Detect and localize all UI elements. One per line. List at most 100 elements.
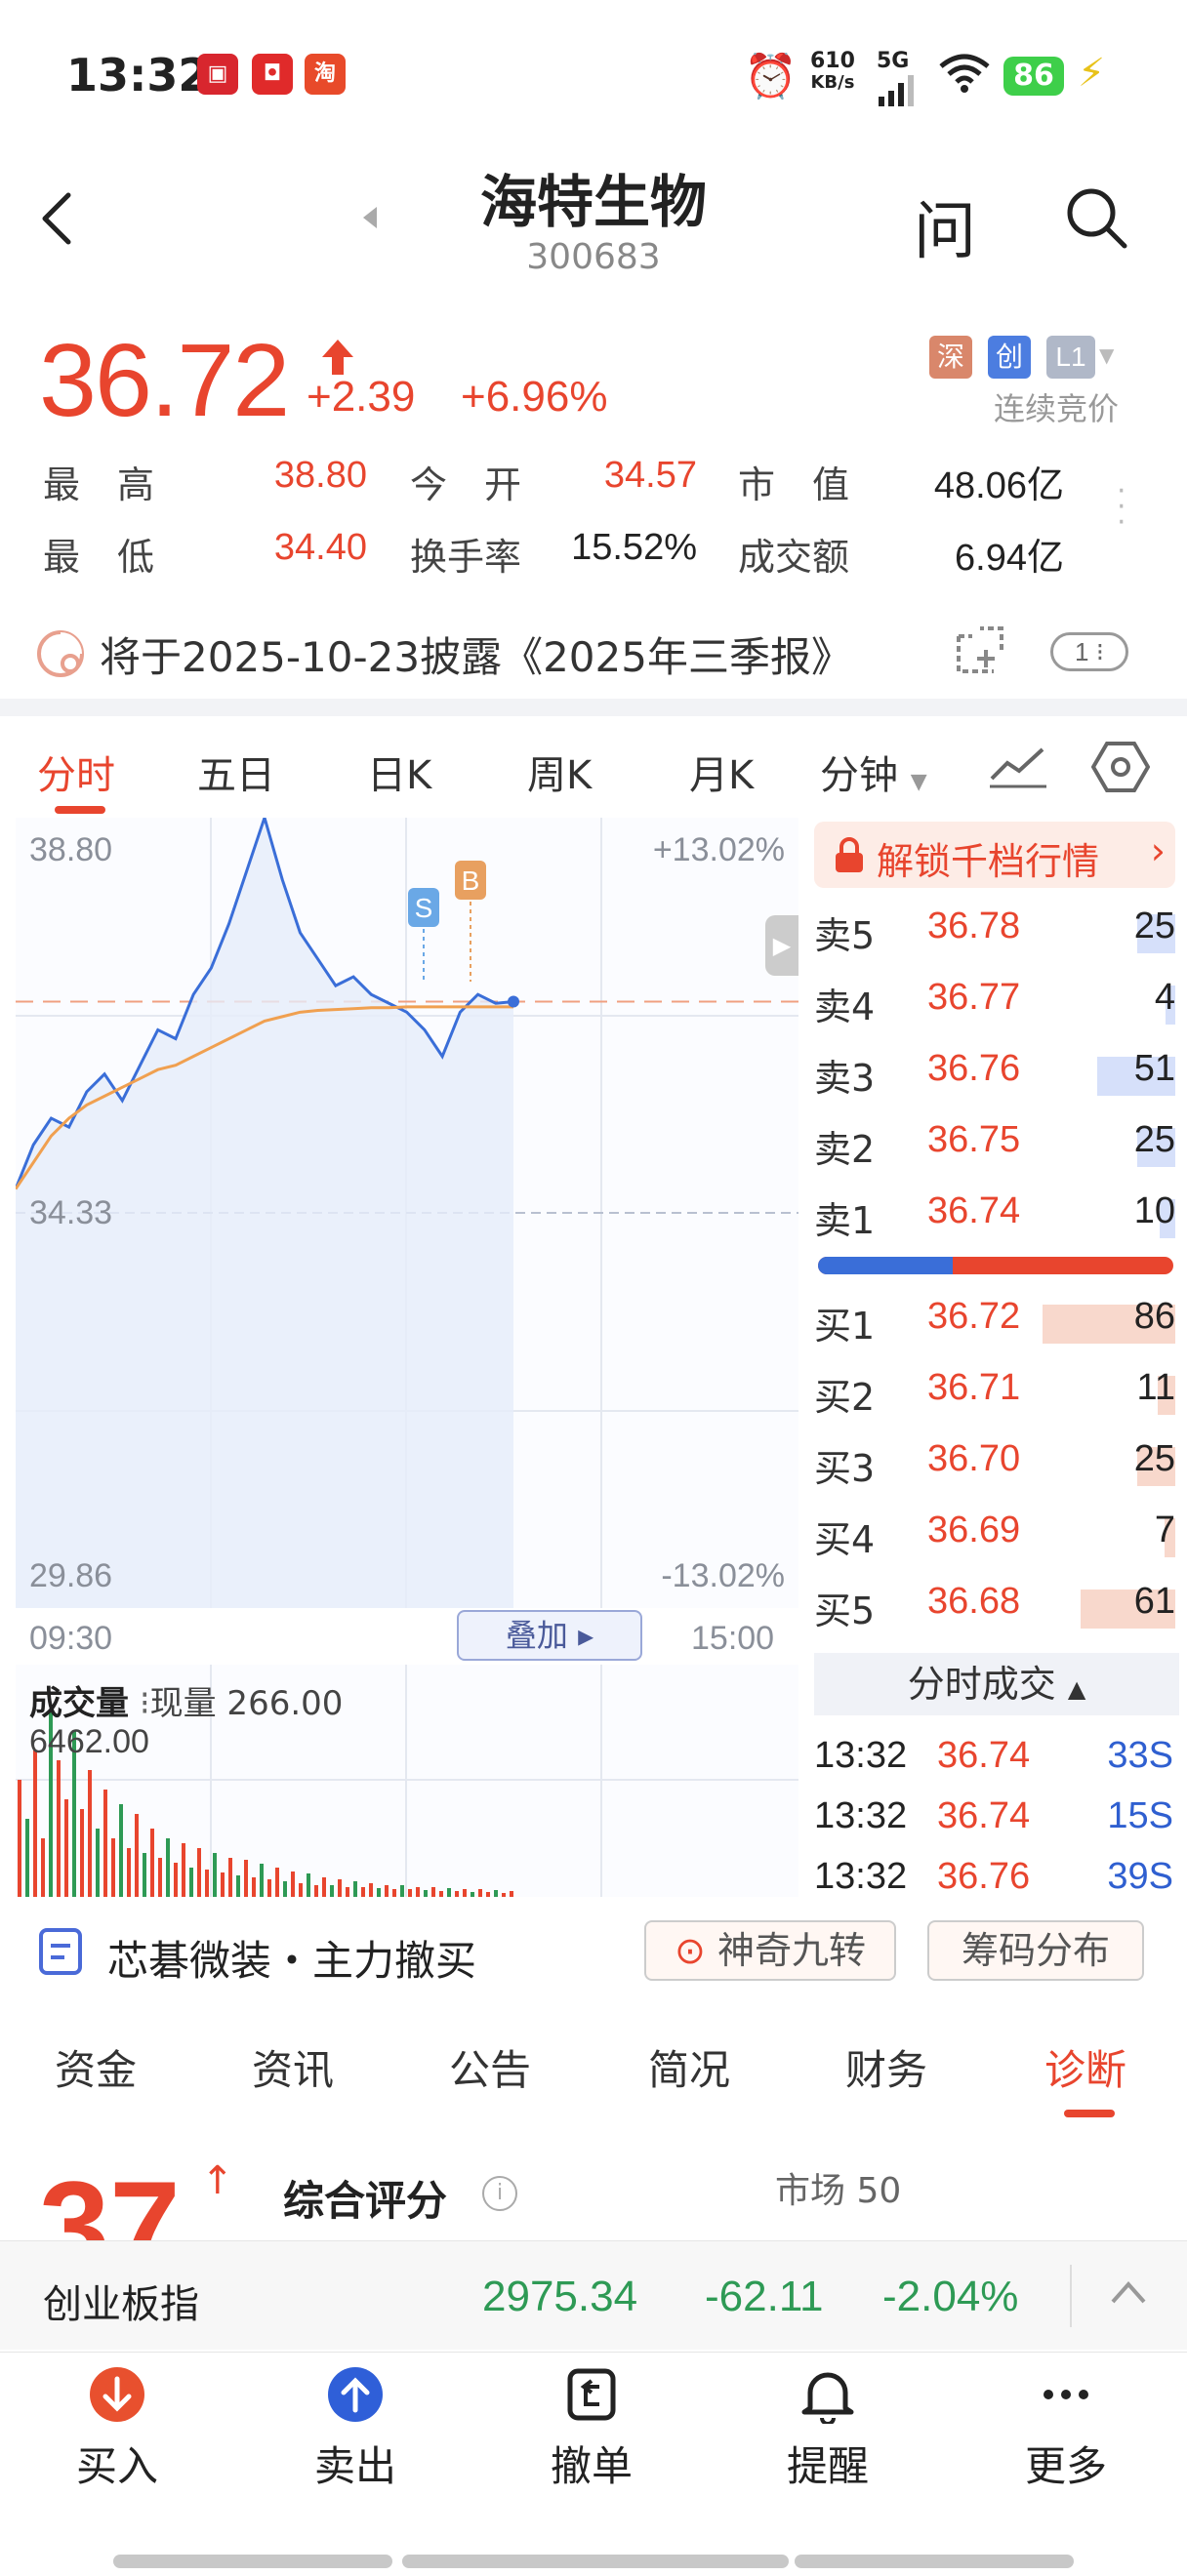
ask-row[interactable]: 卖1 36.74 10: [814, 1190, 1175, 1259]
bid-row[interactable]: 买3 36.70 25: [814, 1438, 1175, 1507]
report-notice[interactable]: 将于2025-10-23披露《2025年三季报》: [100, 633, 852, 681]
index-name: 创业板指: [43, 2282, 199, 2327]
settings-icon[interactable]: [1091, 740, 1150, 794]
tab-minute[interactable]: 分钟 ▼: [820, 753, 927, 798]
trades-header[interactable]: 分时成交 ▲: [814, 1653, 1179, 1715]
stat-value-high: 38.80: [273, 455, 367, 496]
prev-stock-icon[interactable]: [361, 205, 379, 230]
tab-funds[interactable]: 资金: [55, 2046, 138, 2094]
index-change: -62.11: [705, 2273, 824, 2320]
nav-alert[interactable]: 提醒: [750, 2365, 906, 2493]
notice-count-badge[interactable]: 1 ⁝: [1050, 632, 1128, 671]
bid-label: 买5: [814, 1590, 876, 1632]
bid-volume: 61: [1133, 1581, 1175, 1622]
bid-volume-bar: [1043, 1305, 1175, 1344]
tab-news[interactable]: 资讯: [252, 2046, 335, 2094]
volume-bar: [478, 1889, 482, 1897]
volume-bar: [111, 1838, 115, 1897]
volume-bar: [252, 1877, 256, 1897]
y-axis-low: 29.86: [29, 1557, 113, 1594]
buy-sell-ratio-bar: [818, 1257, 1173, 1274]
volume-bar: [88, 1770, 92, 1897]
volume-bar: [455, 1891, 459, 1897]
ask-row[interactable]: 卖2 36.75 25: [814, 1119, 1175, 1187]
tab-weekly-k[interactable]: 周K: [527, 753, 593, 798]
share-screenshot-icon[interactable]: [953, 623, 1007, 677]
trade-volume: 15S: [1107, 1795, 1173, 1836]
ask-label: 卖5: [814, 914, 876, 957]
volume-max: 6462.00: [29, 1723, 149, 1760]
back-icon[interactable]: [39, 191, 74, 246]
ask-row[interactable]: 卖5 36.78 25: [814, 906, 1175, 974]
stat-label-low: 最 低: [43, 536, 155, 579]
x-axis-start: 09:30: [29, 1620, 113, 1657]
tab-monthly-k[interactable]: 月K: [689, 753, 755, 798]
tab-intraday[interactable]: 分时: [37, 753, 115, 798]
more-stats-icon[interactable]: · · ·: [1117, 474, 1126, 540]
stat-label-high: 最 高: [43, 463, 155, 506]
nav-more[interactable]: 更多: [988, 2365, 1144, 2493]
trade-price: 36.74: [937, 1795, 1031, 1836]
trade-time: 13:32: [814, 1795, 908, 1836]
volume-bar: [275, 1868, 279, 1897]
index-change-pct: -2.04%: [882, 2273, 1019, 2320]
overlay-button[interactable]: 叠加 ▸: [457, 1610, 642, 1661]
concept-news[interactable]: 芯碁微装・主力撤买: [107, 1937, 477, 1985]
gesture-bar: [402, 2555, 789, 2568]
tab-profile[interactable]: 简况: [648, 2046, 731, 2094]
bid-label: 买3: [814, 1447, 876, 1490]
volume-bar: [353, 1881, 357, 1897]
bid-row[interactable]: 买4 36.69 7: [814, 1509, 1175, 1578]
app-notification-icon: ▣: [197, 54, 238, 95]
tab-announcements[interactable]: 公告: [449, 2046, 532, 2094]
search-icon[interactable]: [1064, 185, 1128, 250]
indicator-icon[interactable]: [988, 742, 1048, 790]
level-tag[interactable]: L1: [1046, 336, 1095, 379]
bid-row[interactable]: 买5 36.68 61: [814, 1581, 1175, 1649]
nav-sell[interactable]: 卖出: [277, 2365, 433, 2493]
tab-financials[interactable]: 财务: [845, 2046, 928, 2094]
ask-price: 36.78: [927, 906, 1021, 946]
buy-marker[interactable]: B: [455, 861, 486, 982]
bid-price: 36.69: [927, 1509, 1021, 1550]
volume-header: 成交量 ⁝现量 266.00: [29, 1684, 344, 1723]
trade-time: 13:32: [814, 1735, 908, 1776]
bell-icon: [801, 2372, 854, 2424]
pct-axis-high: +13.02%: [652, 831, 785, 868]
expand-panel-icon[interactable]: ▶: [765, 915, 798, 976]
info-icon[interactable]: i: [482, 2176, 517, 2211]
unlock-depth-button[interactable]: 解锁千档行情 ›: [814, 822, 1175, 888]
status-bar: 13:32 ▣ ◘ 淘 ⏰ 610 KB/s 5G 86 ⚡: [0, 0, 1187, 146]
ask-row[interactable]: 卖4 36.77 4: [814, 977, 1175, 1045]
tab-five-day[interactable]: 五日: [197, 753, 275, 798]
volume-bar: [64, 1799, 68, 1897]
bid-label: 买2: [814, 1376, 876, 1419]
volume-bar: [439, 1891, 443, 1897]
magic-nine-button[interactable]: ⊙ 神奇九转: [644, 1920, 896, 1981]
chip-distribution-button[interactable]: 筹码分布: [927, 1920, 1144, 1981]
ask-volume-bar: [1136, 1128, 1175, 1167]
ask-volume: 10: [1133, 1190, 1175, 1231]
volume-bar: [127, 1848, 131, 1897]
nav-cancel-order[interactable]: 撤单: [513, 2365, 670, 2493]
stat-value-turnover: 15.52%: [571, 527, 697, 568]
ask-row[interactable]: 卖3 36.76 51: [814, 1048, 1175, 1116]
ask-price: 36.76: [927, 1048, 1021, 1089]
volume-bar: [463, 1889, 467, 1897]
bid-row[interactable]: 买1 36.72 86: [814, 1296, 1175, 1364]
volume-chart[interactable]: 成交量 ⁝现量 266.00 6462.00: [16, 1665, 798, 1897]
volume-bar: [400, 1885, 404, 1897]
tab-daily-k[interactable]: 日K: [367, 753, 432, 798]
volume-bar: [158, 1858, 162, 1897]
index-ticker-bar[interactable]: 创业板指 2975.34 -62.11 -2.04%: [0, 2240, 1187, 2350]
intraday-chart[interactable]: S B 38.80 34.33 29.86 +13.02% -13.02% ▶: [14, 812, 798, 1608]
nav-buy[interactable]: 买入: [39, 2365, 195, 2493]
volume-bar: [431, 1887, 435, 1897]
sell-marker[interactable]: S: [408, 888, 439, 982]
ask-button[interactable]: 问: [914, 196, 976, 268]
tab-diagnosis[interactable]: 诊断: [1044, 2046, 1127, 2094]
chevron-up-icon[interactable]: [1109, 2278, 1148, 2306]
market-tag-shenzhen: 深: [929, 336, 972, 379]
bid-row[interactable]: 买2 36.71 11: [814, 1367, 1175, 1435]
bid-price: 36.68: [927, 1581, 1021, 1622]
